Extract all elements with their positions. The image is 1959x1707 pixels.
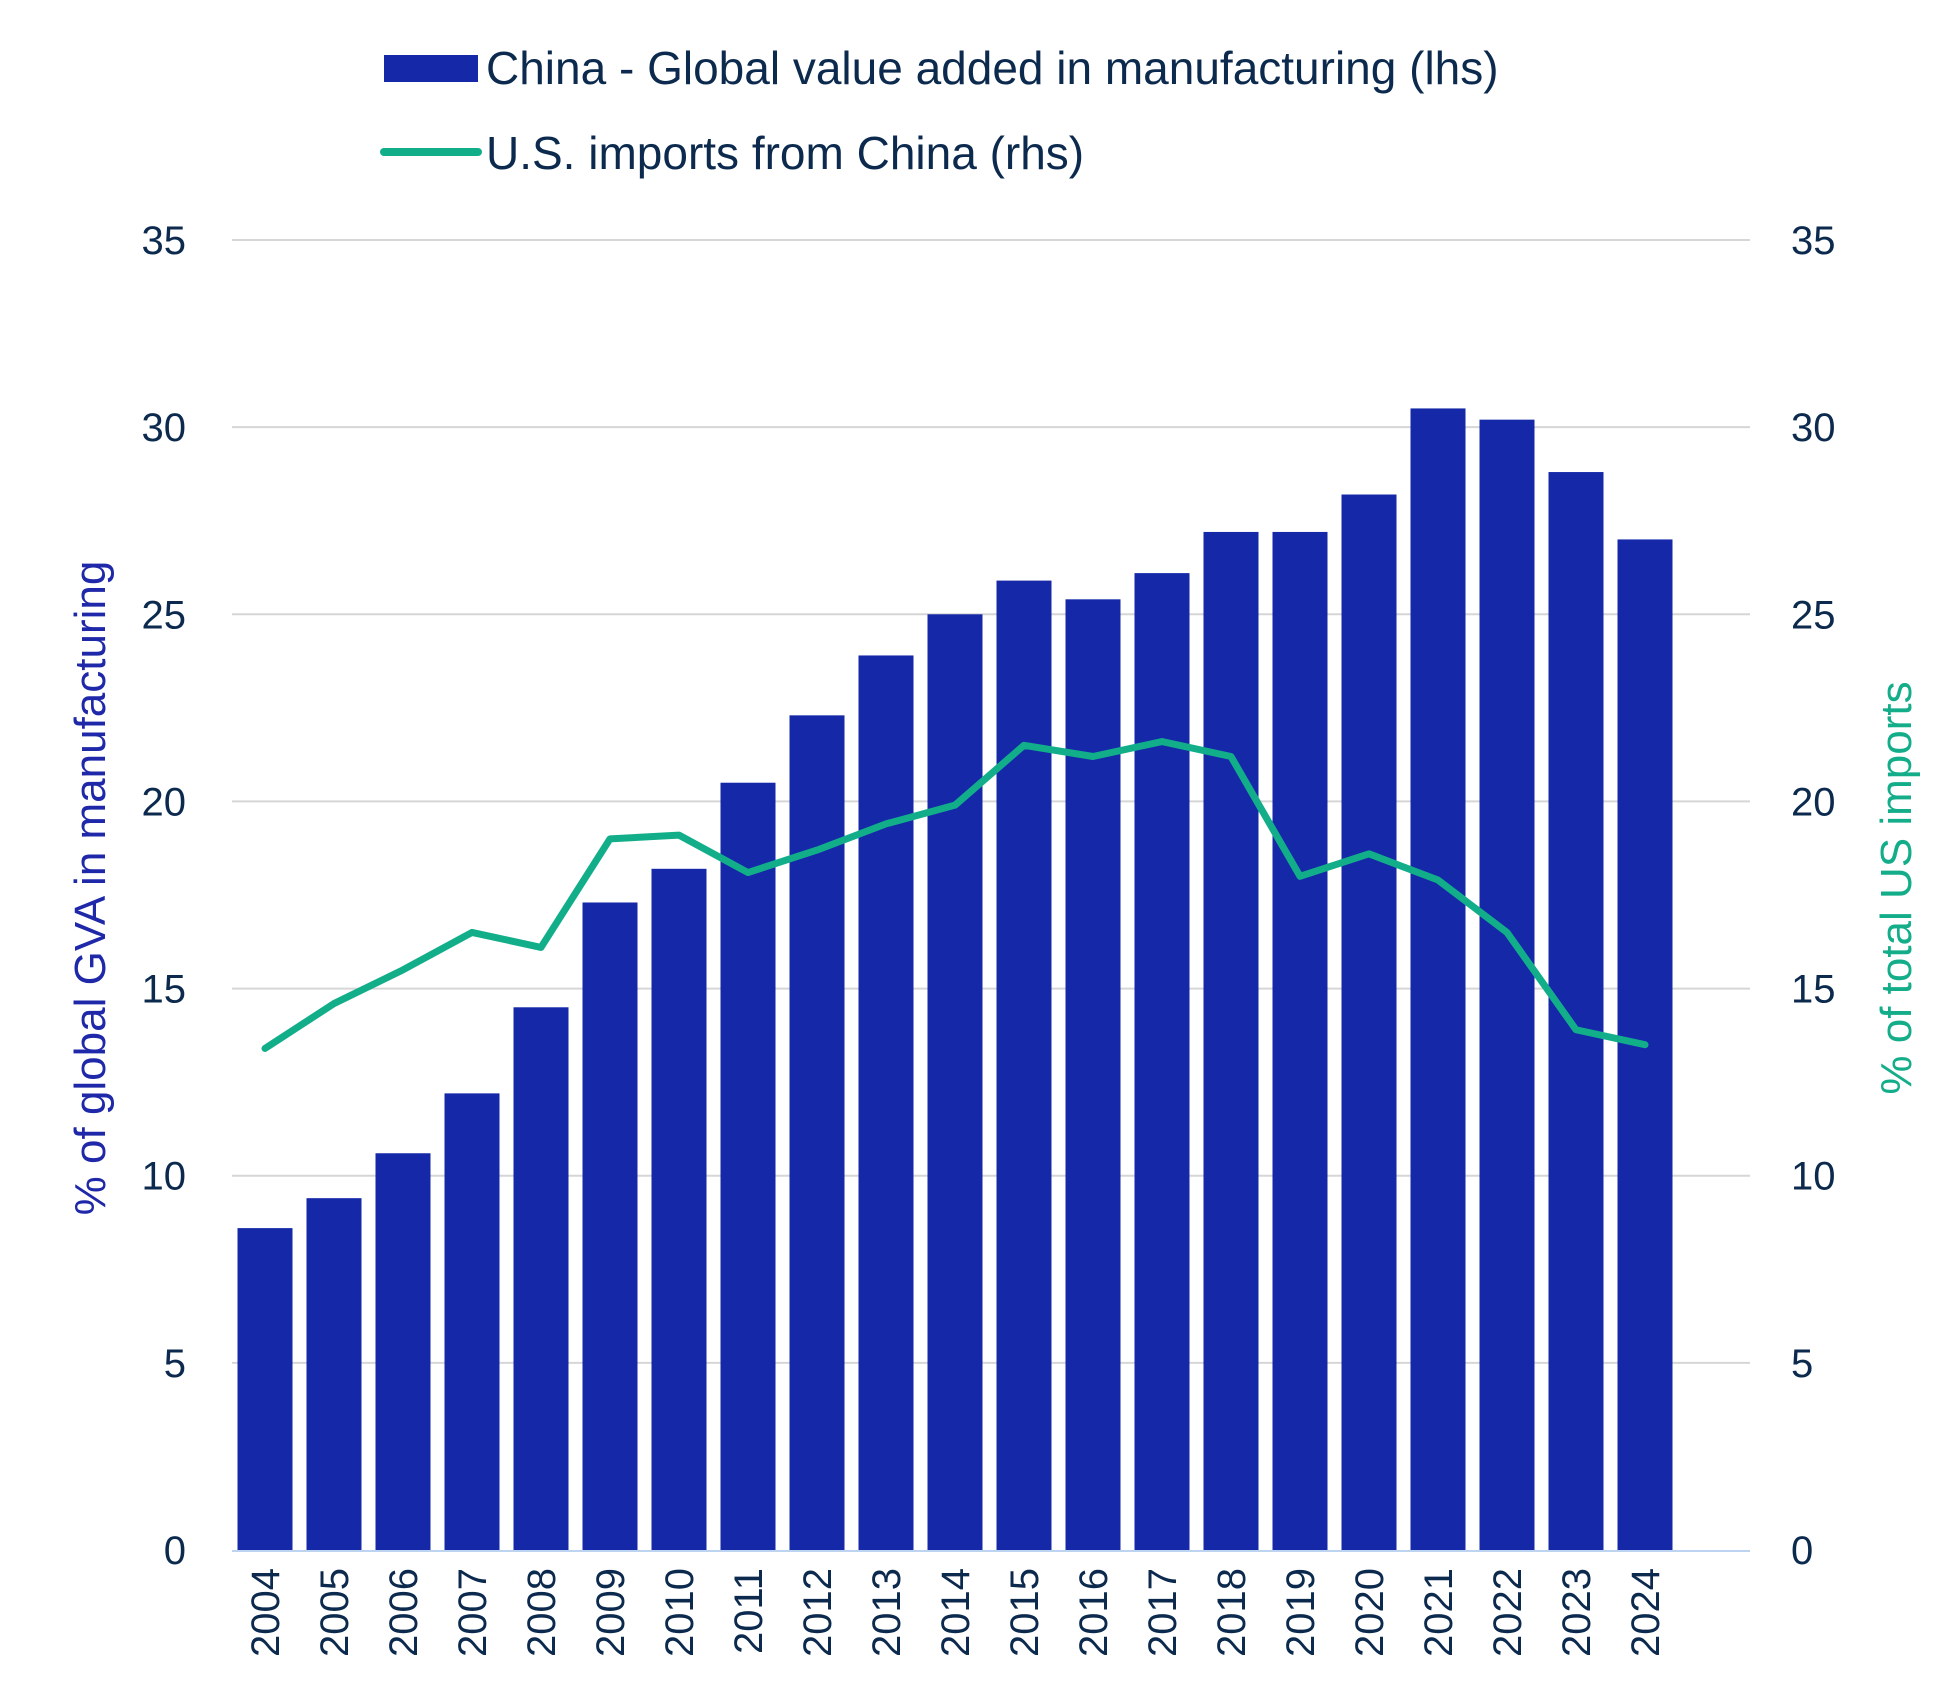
x-tick-label: 2023 — [1555, 1568, 1599, 1657]
x-tick-label: 2016 — [1072, 1568, 1116, 1657]
left-tick-label: 5 — [164, 1342, 186, 1386]
x-tick-label: 2005 — [313, 1568, 357, 1657]
bar-2007 — [444, 1093, 500, 1550]
bar-2015 — [996, 580, 1052, 1550]
x-tick-label: 2012 — [796, 1568, 840, 1657]
x-tick-label: 2020 — [1348, 1568, 1392, 1657]
bar-series — [237, 408, 1673, 1551]
legend-bar-swatch — [384, 55, 478, 82]
x-tick-label: 2008 — [520, 1568, 564, 1657]
bar-2011 — [720, 782, 776, 1550]
right-tick-label: 30 — [1791, 406, 1836, 450]
bar-2016 — [1065, 599, 1121, 1550]
right-tick-label: 10 — [1791, 1155, 1836, 1199]
right-tick-label: 0 — [1791, 1529, 1813, 1573]
legend: China - Global value added in manufactur… — [380, 42, 1499, 179]
x-tick-label: 2024 — [1624, 1568, 1668, 1657]
bar-2010 — [651, 868, 707, 1550]
x-tick-label: 2017 — [1141, 1568, 1185, 1657]
right-tick-label: 20 — [1791, 780, 1836, 824]
x-tick-label: 2006 — [382, 1568, 426, 1657]
bar-2020 — [1341, 494, 1397, 1550]
x-tick-label: 2013 — [865, 1568, 909, 1657]
right-tick-label: 35 — [1791, 219, 1836, 263]
left-tick-label: 15 — [142, 968, 187, 1012]
x-axis-ticks: 2004 2005 2006 2007 2008 2009 2010 2011 2012 2013… — [244, 1568, 1668, 1657]
x-tick-label: 2021 — [1417, 1568, 1461, 1657]
legend-bar-label: China - Global value added in manufactur… — [486, 42, 1499, 94]
line-series — [261, 738, 1649, 1052]
bar-2022 — [1479, 419, 1535, 1551]
bar-2018 — [1203, 531, 1259, 1550]
bar-2006 — [375, 1153, 431, 1550]
right-axis-title: % of total US imports — [1872, 681, 1921, 1094]
left-tick-label: 20 — [142, 780, 187, 824]
left-tick-label: 35 — [142, 219, 187, 263]
left-tick-label: 30 — [142, 406, 187, 450]
x-tick-label: 2007 — [451, 1568, 495, 1657]
bar-2014 — [927, 614, 983, 1550]
bar-2005 — [306, 1198, 362, 1550]
x-tick-label: 2014 — [934, 1568, 978, 1657]
bar-2008 — [513, 1007, 569, 1550]
left-tick-label: 0 — [164, 1529, 186, 1573]
bar-2021 — [1410, 408, 1466, 1550]
right-tick-label: 15 — [1791, 968, 1836, 1012]
x-tick-label: 2022 — [1486, 1568, 1530, 1657]
bar-2019 — [1272, 531, 1328, 1550]
x-tick-label: 2019 — [1279, 1568, 1323, 1657]
x-tick-label: 2010 — [658, 1568, 702, 1657]
legend-line-label: U.S. imports from China (rhs) — [486, 127, 1084, 179]
bar-2004 — [237, 1228, 293, 1550]
x-tick-label: 2015 — [1003, 1568, 1047, 1657]
left-axis-ticks: 0 5 10 15 20 25 30 35 — [142, 219, 187, 1573]
x-tick-label: 2018 — [1210, 1568, 1254, 1657]
x-tick-label: 2004 — [244, 1568, 288, 1657]
right-tick-label: 25 — [1791, 593, 1836, 637]
x-tick-label: 2009 — [589, 1568, 633, 1657]
left-axis-title: % of global GVA in manufacturing — [66, 561, 115, 1216]
bar-2017 — [1134, 573, 1190, 1550]
right-axis-ticks: 0 5 10 15 20 25 30 35 — [1791, 219, 1836, 1573]
right-tick-label: 5 — [1791, 1342, 1813, 1386]
bar-2009 — [582, 902, 638, 1550]
left-tick-label: 10 — [142, 1155, 187, 1199]
bar-2023 — [1548, 472, 1604, 1550]
left-tick-label: 25 — [142, 593, 187, 637]
bar-2013 — [858, 655, 914, 1550]
x-tick-label: 2011 — [727, 1568, 771, 1654]
